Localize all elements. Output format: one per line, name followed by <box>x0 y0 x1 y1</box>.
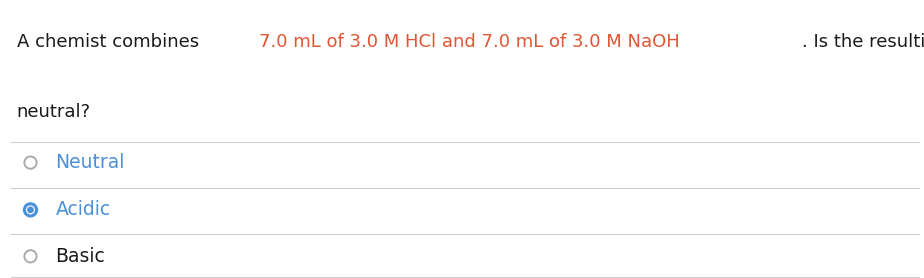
Text: A chemist combines: A chemist combines <box>17 33 204 51</box>
Text: . Is the resulting solution acidic, basic or: . Is the resulting solution acidic, basi… <box>802 33 924 51</box>
Text: neutral?: neutral? <box>17 103 91 121</box>
Text: Neutral: Neutral <box>55 153 125 172</box>
Text: Basic: Basic <box>55 247 105 266</box>
Text: Acidic: Acidic <box>55 200 111 219</box>
Circle shape <box>27 207 34 213</box>
Circle shape <box>24 250 37 262</box>
Circle shape <box>24 204 37 216</box>
Circle shape <box>24 157 37 169</box>
Text: 7.0 mL of 3.0 M HCl and 7.0 mL of 3.0 M NaOH: 7.0 mL of 3.0 M HCl and 7.0 mL of 3.0 M … <box>259 33 680 51</box>
